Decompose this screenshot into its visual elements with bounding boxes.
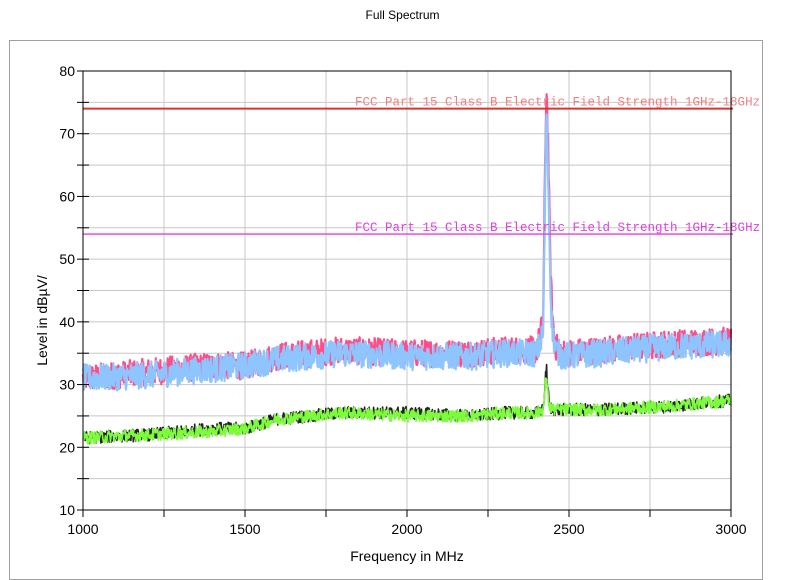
axis-layer: 1000 1500 2000 2500 3000 10 20 30 40 50 60 70 80 <box>59 63 746 537</box>
y-tick-label: 20 <box>59 439 75 455</box>
limit-line-label: FCC Part 15 Class B Electric Field Stren… <box>355 96 760 110</box>
limit-line-label: FCC Part 15 Class B Electric Field Stren… <box>355 221 760 235</box>
y-tick-label: 60 <box>59 188 75 204</box>
chart-title: Full Spectrum <box>365 8 440 22</box>
series-line <box>82 377 732 445</box>
series-line <box>81 113 733 392</box>
x-tick-label: 3000 <box>715 521 746 537</box>
y-tick-label: 80 <box>59 63 75 79</box>
y-tick-label: 30 <box>59 377 75 393</box>
x-tick-label: 1500 <box>229 521 260 537</box>
y-tick-label: 40 <box>59 314 75 330</box>
limit-layer: FCC Part 15 Class B Electric Field Stren… <box>83 96 760 235</box>
x-axis-label: Frequency in MHz <box>350 548 464 564</box>
y-tick-label: 10 <box>59 502 75 518</box>
x-tick-label: 1000 <box>67 521 98 537</box>
series-layer <box>81 93 733 445</box>
y-axis-label: Level in dBµV/ <box>34 275 50 366</box>
x-tick-label: 2000 <box>391 521 422 537</box>
x-tick-label: 2500 <box>553 521 584 537</box>
grid-layer <box>82 70 732 511</box>
y-tick-label: 70 <box>59 126 75 142</box>
y-tick-label: 50 <box>59 251 75 267</box>
